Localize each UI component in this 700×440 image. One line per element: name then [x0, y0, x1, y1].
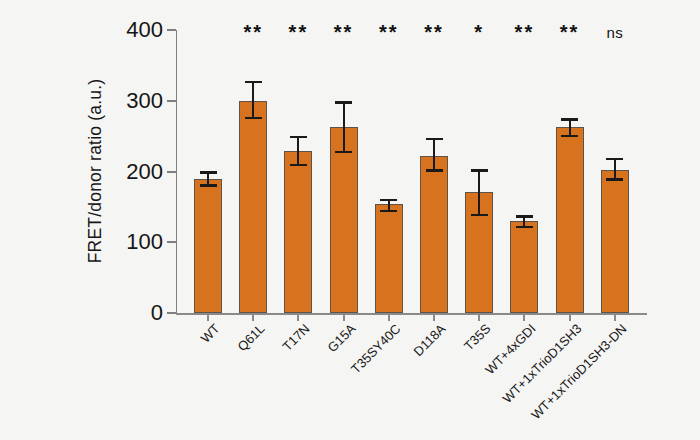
x-tick-label: WT [198, 321, 223, 346]
error-bar-cap-top [561, 118, 578, 121]
significance-marker: * [474, 21, 484, 44]
y-tick-label: 200 [105, 161, 163, 183]
x-axis-line [176, 313, 647, 315]
error-bar-cap-bottom [606, 178, 623, 181]
error-bar-line [614, 159, 616, 180]
error-bar-line [343, 102, 345, 152]
x-tick [252, 314, 254, 321]
x-tick [343, 314, 345, 321]
bar [330, 127, 358, 313]
error-bar-cap-bottom [426, 169, 443, 172]
y-axis-label: FRET/donor ratio (a.u.) [85, 79, 106, 264]
x-tick [207, 314, 209, 321]
error-bar-cap-top [335, 101, 352, 104]
x-tick-label: D118A [411, 321, 449, 359]
x-tick-label: Q61L [235, 321, 268, 354]
x-tick-label: T35S [461, 321, 494, 354]
significance-marker: ** [379, 21, 399, 44]
y-tick-label: 0 [105, 302, 163, 324]
significance-marker: ** [515, 21, 535, 44]
bar [420, 156, 448, 313]
x-tick [478, 314, 480, 321]
bar-chart-figure: FRET/donor ratio (a.u.) 0100200300400WTQ… [0, 0, 700, 440]
bar [510, 221, 538, 313]
y-tick-label: 400 [105, 19, 163, 41]
plot-area: 0100200300400WTQ61LT17NG15AT35SY40CD118A… [177, 30, 647, 313]
x-tick [614, 314, 616, 321]
significance-marker: ** [334, 21, 354, 44]
significance-marker: ** [560, 21, 580, 44]
error-bar-cap-top [245, 81, 262, 84]
x-tick [388, 314, 390, 321]
error-bar-cap-bottom [516, 226, 533, 229]
error-bar-cap-bottom [471, 214, 488, 217]
significance-marker: ** [424, 21, 444, 44]
error-bar-cap-top [290, 136, 307, 139]
bar [239, 101, 267, 313]
y-tick [167, 100, 176, 102]
error-bar-cap-bottom [335, 151, 352, 154]
bar [601, 170, 629, 313]
significance-marker: ** [289, 21, 309, 44]
significance-marker: ns [606, 24, 623, 41]
y-tick-label: 300 [105, 90, 163, 112]
bar [284, 151, 312, 313]
error-bar-cap-bottom [380, 210, 397, 213]
error-bar-cap-top [471, 169, 488, 172]
x-tick-label: T17N [280, 321, 313, 354]
x-tick [433, 314, 435, 321]
x-tick [523, 314, 525, 321]
x-tick [569, 314, 571, 321]
x-tick-label: WT+1xTrioD1SH3 [499, 321, 584, 406]
error-bar-line [252, 82, 254, 119]
error-bar-cap-bottom [200, 184, 217, 187]
error-bar-cap-top [516, 215, 533, 218]
bar [194, 179, 222, 313]
y-tick [167, 241, 176, 243]
bar [375, 204, 403, 313]
error-bar-line [297, 137, 299, 165]
error-bar-cap-bottom [245, 117, 262, 120]
error-bar-cap-top [380, 199, 397, 202]
x-tick [297, 314, 299, 321]
error-bar-cap-bottom [290, 164, 307, 167]
y-tick-label: 100 [105, 231, 163, 253]
significance-marker: ** [243, 21, 263, 44]
x-tick-label: G15A [324, 321, 358, 355]
bar [556, 127, 584, 313]
y-tick [167, 29, 176, 31]
error-bar-cap-top [606, 158, 623, 161]
y-tick [167, 312, 176, 314]
error-bar-line [569, 119, 571, 136]
error-bar-line [478, 170, 480, 215]
y-tick [167, 171, 176, 173]
error-bar-cap-top [200, 171, 217, 174]
error-bar-line [433, 139, 435, 171]
error-bar-cap-bottom [561, 135, 578, 138]
y-axis-line [176, 30, 178, 314]
error-bar-cap-top [426, 138, 443, 141]
